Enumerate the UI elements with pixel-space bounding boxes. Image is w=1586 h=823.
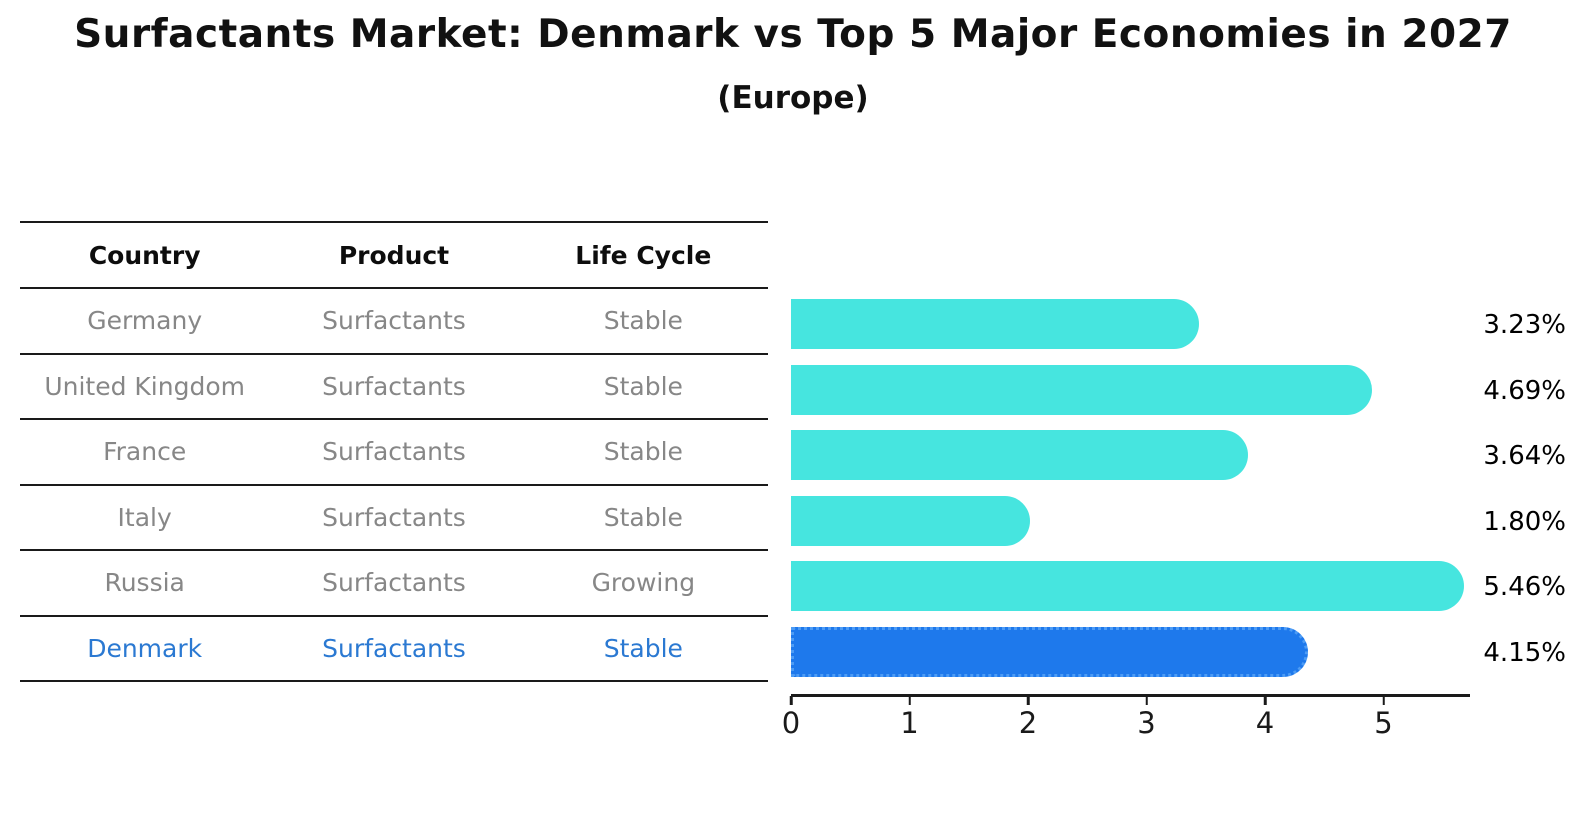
- value-label-denmark: 4.15%: [1483, 637, 1566, 668]
- cell-country: Russia: [104, 568, 185, 598]
- cell-product: Surfactants: [322, 568, 466, 598]
- bar-united-kingdom: [791, 364, 1373, 415]
- x-axis-line: [791, 694, 1470, 697]
- table-row-russia: Russia Surfactants Growing: [20, 551, 768, 617]
- x-axis-tick: [908, 696, 911, 705]
- cell-product: Surfactants: [322, 502, 466, 532]
- value-label-italy: 1.80%: [1483, 506, 1566, 537]
- value-label-germany: 3.23%: [1483, 310, 1566, 340]
- bar-denmark: [791, 626, 1309, 677]
- cell-lifecycle: Stable: [603, 502, 683, 532]
- chart-subtitle: (Europe): [717, 80, 869, 116]
- bar-italy: [791, 495, 1030, 546]
- cell-lifecycle: Growing: [591, 568, 696, 598]
- country-table: Country Product Life Cycle Germany Surfa…: [20, 221, 768, 682]
- table-row-denmark: Denmark Surfactants Stable: [20, 617, 768, 682]
- table-row-italy: Italy Surfactants Stable: [20, 486, 768, 551]
- cell-lifecycle: Stable: [603, 306, 683, 336]
- x-axis-tick-label: 4: [1255, 706, 1275, 740]
- value-label-russia: 5.46%: [1483, 572, 1566, 602]
- x-axis-tick: [1382, 696, 1385, 705]
- value-label-united-kingdom: 4.69%: [1483, 375, 1566, 406]
- cell-lifecycle: Stable: [603, 371, 683, 401]
- chart-title: Surfactants Market: Denmark vs Top 5 Maj…: [74, 12, 1512, 57]
- cell-country: France: [103, 437, 187, 467]
- cell-lifecycle: Stable: [603, 633, 683, 663]
- cell-product: Surfactants: [322, 633, 466, 663]
- cell-lifecycle: Stable: [603, 437, 683, 467]
- column-header-country: Country: [88, 240, 201, 270]
- column-header-product: Product: [338, 240, 450, 270]
- cell-country: Italy: [117, 502, 172, 532]
- cell-country: Germany: [87, 306, 203, 336]
- cell-product: Surfactants: [322, 437, 466, 467]
- x-axis-tick-label: 2: [1018, 706, 1038, 740]
- table-row-united-kingdom: United Kingdom Surfactants Stable: [20, 355, 768, 420]
- x-axis-tick-label: 3: [1137, 706, 1156, 740]
- x-axis-tick: [1263, 696, 1267, 705]
- table-row-france: France Surfactants Stable: [20, 420, 768, 486]
- cell-product: Surfactants: [322, 371, 466, 401]
- bar-germany: [791, 299, 1200, 349]
- table-header-row: Country Product Life Cycle: [20, 223, 768, 289]
- x-axis-tick: [789, 696, 793, 705]
- cell-country: United Kingdom: [44, 371, 245, 401]
- bar-france: [791, 430, 1248, 480]
- bar-russia: [791, 561, 1464, 611]
- x-axis-tick: [1026, 696, 1030, 705]
- table-row-germany: Germany Surfactants Stable: [20, 289, 768, 355]
- x-axis-tick: [1145, 696, 1148, 705]
- cell-product: Surfactants: [322, 306, 466, 336]
- cell-country: Denmark: [87, 633, 203, 663]
- x-axis-tick-label: 1: [900, 706, 919, 740]
- x-axis-tick-label: 0: [781, 706, 801, 740]
- value-label-france: 3.64%: [1483, 441, 1566, 471]
- column-header-lifecycle: Life Cycle: [575, 240, 712, 270]
- x-axis-tick-label: 5: [1374, 706, 1393, 740]
